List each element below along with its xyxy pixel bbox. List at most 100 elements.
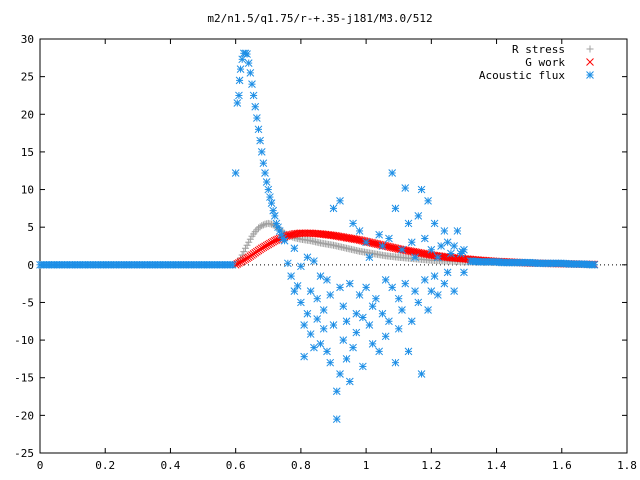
data-point: [283, 259, 292, 268]
data-point: [235, 76, 244, 85]
data-point: [235, 91, 243, 100]
data-point: [241, 244, 249, 252]
data-point: [329, 321, 338, 329]
data-point: [362, 283, 370, 292]
data-point: [270, 212, 279, 220]
data-point: [246, 69, 255, 77]
y-tick-label: -5: [21, 296, 34, 309]
data-point: [375, 230, 384, 239]
x-tick-label: 1.2: [421, 459, 441, 472]
data-point: [424, 196, 432, 205]
data-point: [358, 362, 367, 371]
data-point: [290, 287, 299, 296]
data-point: [228, 260, 237, 269]
y-tick-label: -20: [14, 409, 34, 422]
data-point: [381, 276, 390, 284]
data-point: [266, 193, 274, 201]
data-point: [306, 330, 315, 338]
data-point: [365, 253, 374, 262]
legend-marker: [586, 45, 594, 53]
x-tick-label: 0.6: [226, 459, 246, 472]
data-point: [306, 287, 315, 296]
data-point: [460, 245, 468, 254]
data-point: [316, 340, 325, 348]
x-tick-label: 0.2: [95, 459, 115, 472]
data-point: [450, 287, 459, 296]
data-point: [385, 234, 393, 243]
data-point: [352, 309, 361, 318]
x-tick-label: 0.8: [291, 459, 311, 472]
data-point: [404, 219, 413, 228]
data-point: [388, 169, 397, 177]
data-point: [231, 169, 240, 177]
data-point: [300, 321, 309, 329]
data-point: [293, 282, 302, 290]
data-point: [297, 262, 305, 271]
data-point: [420, 276, 429, 284]
data-point: [303, 309, 312, 318]
legend-label: R stress: [512, 43, 565, 56]
data-point: [243, 50, 251, 58]
data-point: [365, 321, 374, 329]
data-point: [391, 358, 400, 367]
y-tick-label: 25: [21, 71, 34, 84]
data-point: [326, 358, 335, 367]
data-point: [355, 227, 364, 235]
data-point: [427, 245, 436, 254]
data-point: [411, 287, 419, 296]
data-point: [349, 343, 357, 352]
data-point: [323, 276, 331, 284]
y-tick-label: 10: [21, 184, 34, 197]
data-point: [453, 227, 462, 235]
data-point: [590, 260, 599, 269]
y-tick-label: 0: [27, 259, 34, 272]
data-point: [319, 324, 328, 333]
data-point: [258, 222, 266, 230]
data-point: [420, 234, 429, 243]
data-point: [378, 242, 387, 250]
data-point: [251, 102, 260, 111]
y-tick-label: -15: [14, 372, 34, 385]
data-point: [332, 387, 341, 396]
data-point: [269, 206, 278, 215]
data-point: [249, 91, 258, 100]
data-point: [417, 370, 426, 378]
data-point: [375, 347, 384, 356]
data-point: [248, 80, 256, 89]
data-point: [246, 235, 254, 243]
data-point: [388, 283, 397, 292]
data-point: [336, 283, 344, 292]
y-tick-label: 20: [21, 108, 34, 121]
data-point: [362, 238, 370, 247]
data-point: [326, 291, 335, 299]
y-tick-label: -10: [14, 334, 34, 347]
data-point: [349, 219, 357, 228]
y-tick-label: 15: [21, 146, 34, 159]
data-point: [424, 306, 432, 314]
x-tick-label: 0.4: [161, 459, 181, 472]
data-point: [398, 306, 406, 314]
data-point: [430, 272, 439, 280]
data-point: [354, 235, 362, 244]
data-point: [394, 324, 403, 333]
data-point: [339, 336, 348, 344]
y-tick-label: 30: [21, 33, 34, 46]
data-point: [352, 235, 361, 244]
data-point: [385, 317, 393, 326]
data-point: [233, 99, 242, 107]
data-point: [254, 125, 263, 134]
x-tick-label: 1.4: [487, 459, 507, 472]
data-point: [381, 332, 390, 341]
data-point: [261, 169, 269, 177]
data-point: [447, 249, 455, 258]
axes: 0 0.2 0.4 0.6 0.8 1 1.2 1.4 1.6 1.8 -25 -20 -15 -10 -5…: [14, 33, 637, 472]
data-point: [262, 178, 271, 186]
data-point: [391, 204, 400, 213]
data-point: [342, 317, 351, 326]
data-point: [256, 136, 264, 145]
data-point: [417, 185, 426, 194]
x-tick-label: 0: [37, 459, 44, 472]
legend-label: G work: [525, 56, 565, 69]
